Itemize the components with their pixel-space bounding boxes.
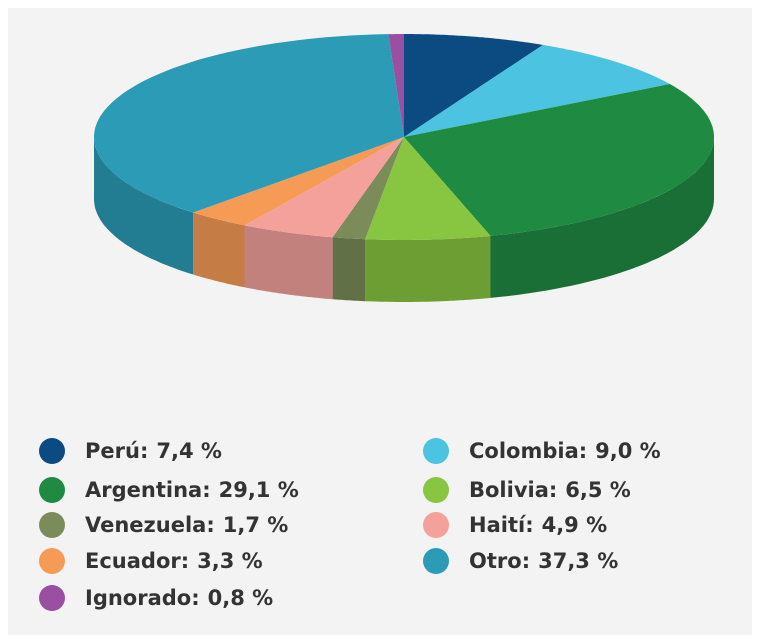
legend-value: 29,1 %: [218, 478, 299, 502]
legend-value: 37,3 %: [538, 549, 619, 573]
slice-side: [94, 137, 194, 275]
legend-item: Venezuela 1,7 %: [39, 510, 288, 540]
slice: [94, 34, 404, 213]
legend-label: Perú: [85, 439, 148, 463]
legend-swatch: [39, 585, 65, 611]
slice: [332, 137, 404, 240]
legend-swatch: [39, 548, 65, 574]
legend-swatch: [39, 477, 65, 503]
legend-item: Ignorado 0,8 %: [39, 583, 273, 613]
legend-label: Bolivia: [469, 478, 557, 502]
legend-swatch: [423, 477, 449, 503]
legend-value: 1,7 %: [222, 513, 289, 537]
legend-value: 7,4 %: [156, 439, 222, 463]
legend-item: Bolivia 6,5 %: [423, 475, 631, 505]
slice-side: [193, 212, 245, 288]
legend-value: 3,3 %: [197, 549, 263, 573]
legend-label: Argentina: [85, 478, 211, 502]
legend-value: 0,8 %: [207, 586, 274, 610]
slice: [365, 137, 491, 240]
legend-label: Ignorado: [85, 586, 200, 610]
slice: [388, 34, 404, 137]
legend-swatch: [39, 512, 65, 538]
legend-value: 4,9 %: [541, 513, 608, 537]
legend-label: Haití: [469, 513, 534, 537]
legend-item: Colombia 9,0 %: [423, 436, 661, 466]
slice-side: [332, 237, 366, 302]
slice: [193, 137, 404, 226]
legend-value: 6,5 %: [565, 478, 631, 502]
slice: [404, 44, 670, 137]
slice: [244, 137, 404, 238]
slice-side: [244, 225, 333, 300]
legend-item: Ecuador 3,3 %: [39, 546, 263, 576]
legend-item: Argentina 29,1 %: [39, 475, 299, 505]
slice-side: [490, 137, 714, 298]
legend-label: Venezuela: [85, 513, 215, 537]
slice: [404, 34, 543, 137]
chart-panel: Perú 7,4 % Colombia 9,0 % Argentina 29,1 % Bol…: [8, 8, 752, 635]
slice-side: [365, 235, 491, 302]
legend-swatch: [423, 512, 449, 538]
legend-item: Perú 7,4 %: [39, 436, 222, 466]
legend-label: Colombia: [469, 439, 587, 463]
legend-item: Otro 37,3 %: [423, 546, 618, 576]
slice: [404, 84, 714, 236]
legend-item: Haití 4,9 %: [423, 510, 607, 540]
legend-label: Ecuador: [85, 549, 189, 573]
legend-swatch: [423, 438, 449, 464]
legend-swatch: [39, 438, 65, 464]
pie-chart: [94, 34, 714, 302]
legend-swatch: [423, 548, 449, 574]
legend-label: Otro: [469, 549, 530, 573]
legend-value: 9,0 %: [595, 439, 661, 463]
